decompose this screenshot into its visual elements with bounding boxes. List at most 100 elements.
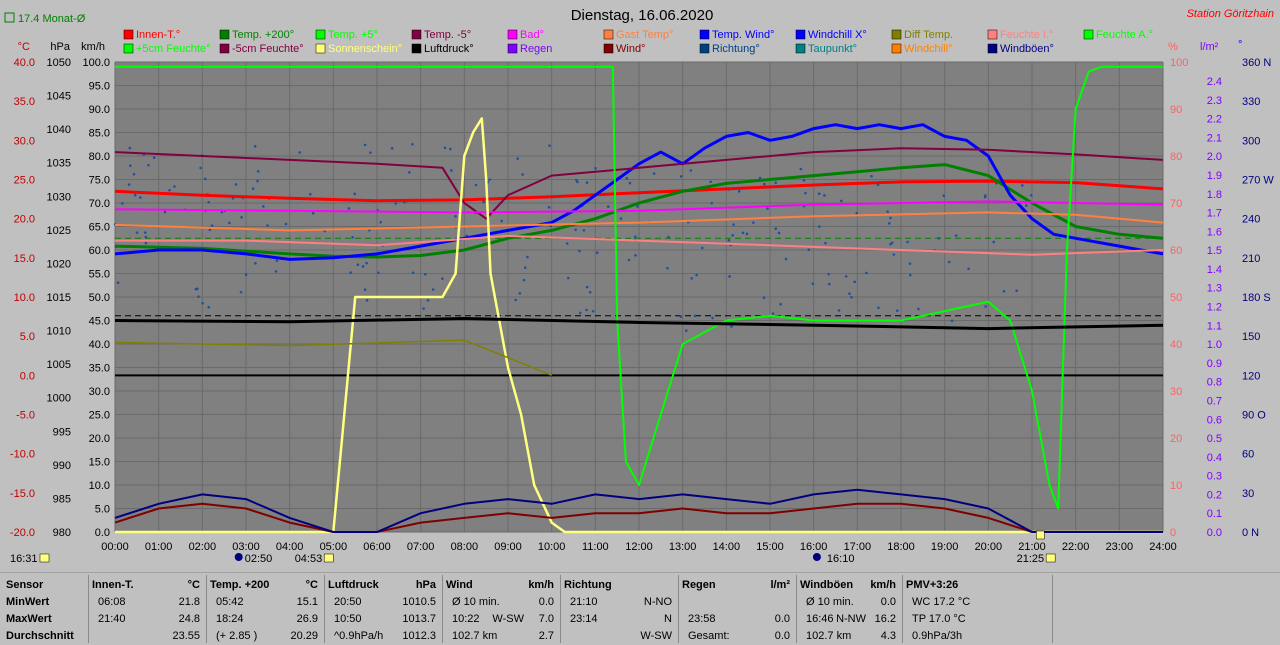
direction-point <box>731 234 735 237</box>
direction-point <box>758 176 762 180</box>
stats-min-value: 15.1 <box>296 596 318 608</box>
direction-point <box>652 172 656 175</box>
direction-point <box>917 307 920 311</box>
direction-point <box>210 224 214 227</box>
direction-point <box>700 246 704 250</box>
direction-tick-label: 60 <box>1242 449 1254 461</box>
direction-point <box>351 235 354 239</box>
stats-min-time: 20:50 <box>334 596 362 608</box>
kmh-tick-label: 20.0 <box>89 433 110 445</box>
lm2-tick-label: 1.9 <box>1207 170 1222 182</box>
stats-max-time: 16:46 <box>806 613 834 625</box>
direction-point <box>356 263 360 267</box>
marker-left-time: 16:31 <box>10 553 38 565</box>
legend-label: Sonnenschein° <box>328 43 402 55</box>
direction-point <box>817 192 821 196</box>
direction-point <box>426 299 430 302</box>
stats-max-value: TP 17.0 °C <box>912 613 966 625</box>
direction-point <box>690 276 694 280</box>
direction-point <box>710 201 714 205</box>
direction-point <box>689 169 693 172</box>
legend-label: +5cm Feuchte° <box>136 43 210 55</box>
month-avg-checkbox[interactable] <box>4 12 15 23</box>
direction-tick-label: 120 <box>1242 370 1260 382</box>
direction-point <box>274 270 278 273</box>
direction-point <box>693 314 697 318</box>
time-tick-label: 23:00 <box>1106 541 1134 553</box>
direction-point <box>566 276 570 280</box>
legend-label: Luftdruck° <box>424 43 474 55</box>
legend-label: Wind° <box>616 43 645 55</box>
direction-point <box>127 183 131 186</box>
hpa-tick-label: 1015 <box>47 292 71 304</box>
direction-point <box>1025 204 1028 207</box>
direction-point <box>848 292 851 296</box>
stats-column-unit: °C <box>305 579 318 591</box>
direction-point <box>574 228 577 232</box>
legend-swatch <box>411 29 422 40</box>
direction-point <box>144 231 147 234</box>
direction-point <box>817 225 821 228</box>
direction-point <box>666 266 669 270</box>
direction-point <box>588 290 592 294</box>
pct-tick-label: 10 <box>1170 480 1182 492</box>
direction-point <box>449 147 452 151</box>
direction-point <box>906 240 909 244</box>
stats-row-headers: Sensor MinWert MaxWert Durchschnitt <box>6 577 86 643</box>
direction-point <box>1029 193 1033 197</box>
kmh-tick-label: 65.0 <box>89 222 110 234</box>
direction-point <box>408 170 411 174</box>
stats-column: PMV+3:26 WC 17.2 °C TP 17.0 °C 0.9hPa/3h <box>906 577 1050 643</box>
direction-point <box>828 282 831 286</box>
legend-swatch <box>699 29 710 40</box>
pct-tick-label: 90 <box>1170 104 1182 116</box>
pct-tick-label: 0 <box>1170 527 1176 539</box>
direction-point <box>865 271 868 275</box>
direction-point <box>947 260 951 264</box>
time-tick-label: 15:00 <box>756 541 784 553</box>
kmh-tick-label: 80.0 <box>89 151 110 163</box>
lm2-tick-label: 0.4 <box>1207 452 1222 464</box>
hpa-tick-label: 1030 <box>47 191 71 203</box>
stats-avg-note: ^0.9hPa/h <box>334 630 384 642</box>
legend-swatch <box>795 43 806 54</box>
stats-min-time: Ø 10 min. <box>452 596 500 608</box>
lm2-tick-label: 2.3 <box>1207 95 1222 107</box>
stats-column-title: Windböen <box>800 579 854 591</box>
stats-avg-note: (+ 2.85 ) <box>216 630 258 642</box>
legend-swatch <box>315 29 326 40</box>
direction-point <box>132 173 136 176</box>
direction-point <box>855 211 859 215</box>
direction-point <box>450 169 453 172</box>
sunset-icon <box>1036 530 1045 540</box>
stats-header-avg: Durchschnitt <box>6 630 74 642</box>
direction-point <box>695 273 698 277</box>
direction-point <box>625 176 629 180</box>
direction-point <box>811 282 815 285</box>
pct-tick-label: 30 <box>1170 386 1182 398</box>
stats-max-value: 0.0 <box>774 613 790 625</box>
time-tick-label: 17:00 <box>844 541 872 553</box>
axis-unit-kmh: km/h <box>81 41 105 53</box>
stats-max-value: 7.0 <box>538 613 554 625</box>
direction-point <box>888 222 891 225</box>
lm2-tick-label: 1.3 <box>1207 283 1222 295</box>
direction-point <box>197 295 200 298</box>
direction-point <box>804 191 807 195</box>
direction-point <box>853 280 857 284</box>
legend-label: Diff Temp. <box>904 29 953 41</box>
direction-point <box>521 173 524 176</box>
temp-tick-label: -15.0 <box>10 488 35 500</box>
moon-icon <box>812 553 821 561</box>
kmh-tick-label: 55.0 <box>89 269 110 281</box>
legend: Innen-T.° Temp. +200° Temp. +5° Temp. -5° Ba… <box>123 29 1153 55</box>
direction-point <box>526 255 529 259</box>
direction-point <box>1002 289 1006 293</box>
stats-separator <box>796 575 797 643</box>
legend-swatch <box>891 29 902 40</box>
direction-point <box>633 235 637 239</box>
direction-point <box>256 170 260 173</box>
direction-point <box>954 234 958 237</box>
stats-separator <box>560 575 561 643</box>
kmh-tick-label: 90.0 <box>89 104 110 116</box>
